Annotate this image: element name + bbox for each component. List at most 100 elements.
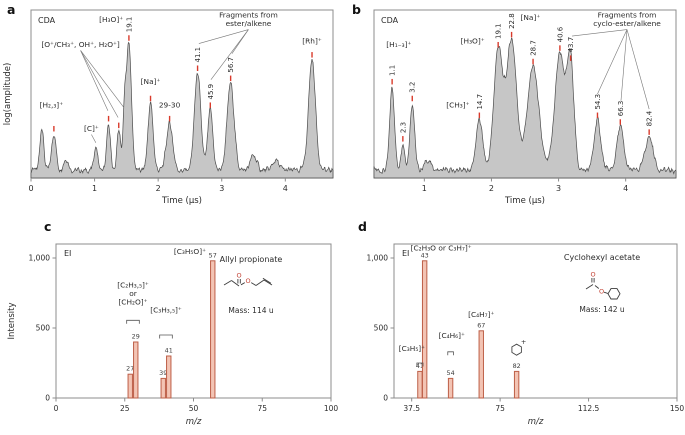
ion-label: [C₃H₅O]⁺ — [174, 247, 206, 256]
x-axis-title: m/z — [186, 417, 202, 427]
method-label: EI — [64, 249, 71, 258]
pointer-line — [80, 50, 119, 118]
mass-peak-bar — [127, 373, 133, 399]
panel-c-ei-mass-spectrum: 0 500 1,000 0 25 50 75 100 m/z Intensity EI 27 29 39 4… — [7, 243, 339, 427]
x-tick-label: 75 — [495, 404, 505, 413]
y-axis-title: Intensity — [7, 303, 17, 340]
peak-mass-label: 40.6 — [556, 26, 564, 42]
panel-a-cda-spectrum: 0 1 2 3 4 Time (μs) log(amplitude) CDA 19.1 41.1 4… — [3, 9, 334, 206]
peak-mass-label: 41.1 — [194, 47, 202, 63]
panel-letter-a: a — [7, 2, 16, 17]
bar-mz-label: 82 — [513, 362, 521, 370]
ion-label: [H₃O]⁺ — [461, 37, 485, 46]
x-tick-label: 1 — [422, 184, 427, 193]
pointer-line — [198, 29, 249, 44]
bond — [250, 282, 257, 286]
x-tick-label: 112.5 — [578, 404, 600, 413]
bar-mz-label: 41 — [165, 347, 173, 355]
peak-mass-label: 82.4 — [646, 110, 654, 126]
x-axis-title: Time (μs) — [504, 196, 545, 206]
pointer-line — [231, 29, 249, 54]
spectrum-trace — [30, 41, 334, 179]
mass-peak-bar — [133, 341, 139, 399]
bar-mz-label: 29 — [132, 333, 140, 341]
peak-mass-label: 22.8 — [508, 13, 516, 29]
x-axis-title: Time (μs) — [161, 196, 202, 206]
compound-mass: Mass: 142 u — [579, 305, 624, 314]
x-tick-label: 25 — [120, 404, 130, 413]
mass-peak-bar — [513, 370, 520, 399]
peak-mass-label: 28.7 — [530, 40, 538, 56]
y-tick-label: 1,000 — [29, 254, 51, 263]
y-axis-title: log(amplitude) — [3, 63, 13, 126]
mass-peak-bar — [478, 330, 484, 399]
bar-mz-label: 41 — [416, 362, 424, 370]
ion-label: [Rh]⁺ — [302, 37, 322, 46]
spectrum-trace — [373, 37, 677, 179]
bond — [263, 279, 273, 286]
panel-letter-b: b — [352, 2, 361, 17]
bar-mz-label: 27 — [126, 365, 134, 373]
y-tick-label: 500 — [374, 324, 389, 333]
panel-letter-c: c — [44, 219, 52, 234]
ion-label: [C₄H₇]⁺ — [468, 310, 494, 319]
x-tick-label: 4 — [283, 184, 288, 193]
bar-mz-label: 54 — [447, 369, 455, 377]
x-tick-label: 50 — [189, 404, 199, 413]
compound-mass: Mass: 114 u — [228, 306, 273, 315]
pointer-line — [571, 29, 628, 37]
group-bracket — [126, 319, 140, 324]
peak-mass-label: 19.1 — [125, 17, 133, 33]
x-tick-label: 150 — [670, 404, 684, 413]
allyl-propionate-structure: OO — [223, 272, 273, 287]
x-tick-label: 37.5 — [403, 404, 420, 413]
y-tick-label: 1,000 — [367, 254, 389, 263]
compound-name: Allyl propionate — [220, 255, 283, 264]
bar-mz-label: 43 — [421, 251, 429, 259]
x-tick-label: 75 — [257, 404, 267, 413]
ion-label: [C₂H₃,₅]⁺ or [CH₂O]⁺ — [117, 280, 149, 306]
mass-peak-bar — [160, 377, 166, 399]
bond — [231, 280, 240, 287]
pointer-line — [91, 134, 97, 143]
x-axis-title: m/z — [528, 417, 544, 427]
peak-mass-label: 2.3 — [399, 122, 407, 133]
mass-peak-bar — [421, 260, 428, 399]
x-tick-label: 100 — [324, 404, 339, 413]
panel-b-cda-spectrum: 1 2 3 4 Time (μs) CDA 1.1 2.3 3.2 14.7 19.1 22.8 28.… — [373, 9, 677, 206]
cyclohexyl-ring — [607, 288, 621, 300]
ion-label: 29-30 — [159, 100, 181, 109]
x-tick-label: 4 — [623, 184, 628, 193]
ion-label: [C₂H₃O or C₃H₇]⁺ — [411, 243, 472, 252]
x-tick-label: 1 — [92, 184, 97, 193]
bond — [262, 277, 272, 284]
x-tick-label: 3 — [219, 184, 224, 193]
ion-label: [O⁺/CH₃⁺, OH⁺, H₂O⁺] — [41, 40, 120, 49]
ion-label: [H₁₋₃]⁺ — [386, 40, 411, 49]
ion-label: [Na]⁺ — [521, 13, 541, 22]
peak-mass-label: 54.3 — [594, 94, 602, 110]
x-tick-label: 2 — [489, 184, 494, 193]
method-label: EI — [402, 249, 409, 258]
bar-mz-label: 67 — [477, 321, 485, 329]
ion-label: [C₃H₅]⁺ — [399, 344, 425, 353]
pointer-line — [80, 50, 125, 108]
bond — [255, 279, 265, 286]
ion-label: [H₂,₃]⁺ — [40, 100, 64, 109]
ion-label: [H₃O]⁺ — [99, 15, 123, 24]
peak-mass-label: 3.2 — [409, 82, 417, 93]
y-tick-label: 0 — [45, 394, 50, 403]
mass-peak-bar — [417, 370, 423, 399]
ion-label: [C₄H₆]⁺ — [439, 331, 465, 340]
plot-border — [393, 243, 678, 399]
panel-d-ei-mass-spectrum: 0 500 1,000 37.5 75 112.5 150 m/z EI 41 43 54 67 82 [C… — [367, 243, 684, 427]
y-tick-label: 500 — [36, 324, 51, 333]
pointer-line — [80, 50, 109, 111]
bond — [585, 284, 594, 290]
ion-label: Fragments from cyclo-ester/alkene — [593, 11, 661, 29]
bond — [223, 280, 232, 286]
x-tick-label: 0 — [54, 404, 59, 413]
group-bracket — [159, 334, 173, 339]
ion-label: [C₃H₃,₅]⁺ — [150, 306, 182, 315]
mass-peak-bar — [447, 377, 454, 399]
